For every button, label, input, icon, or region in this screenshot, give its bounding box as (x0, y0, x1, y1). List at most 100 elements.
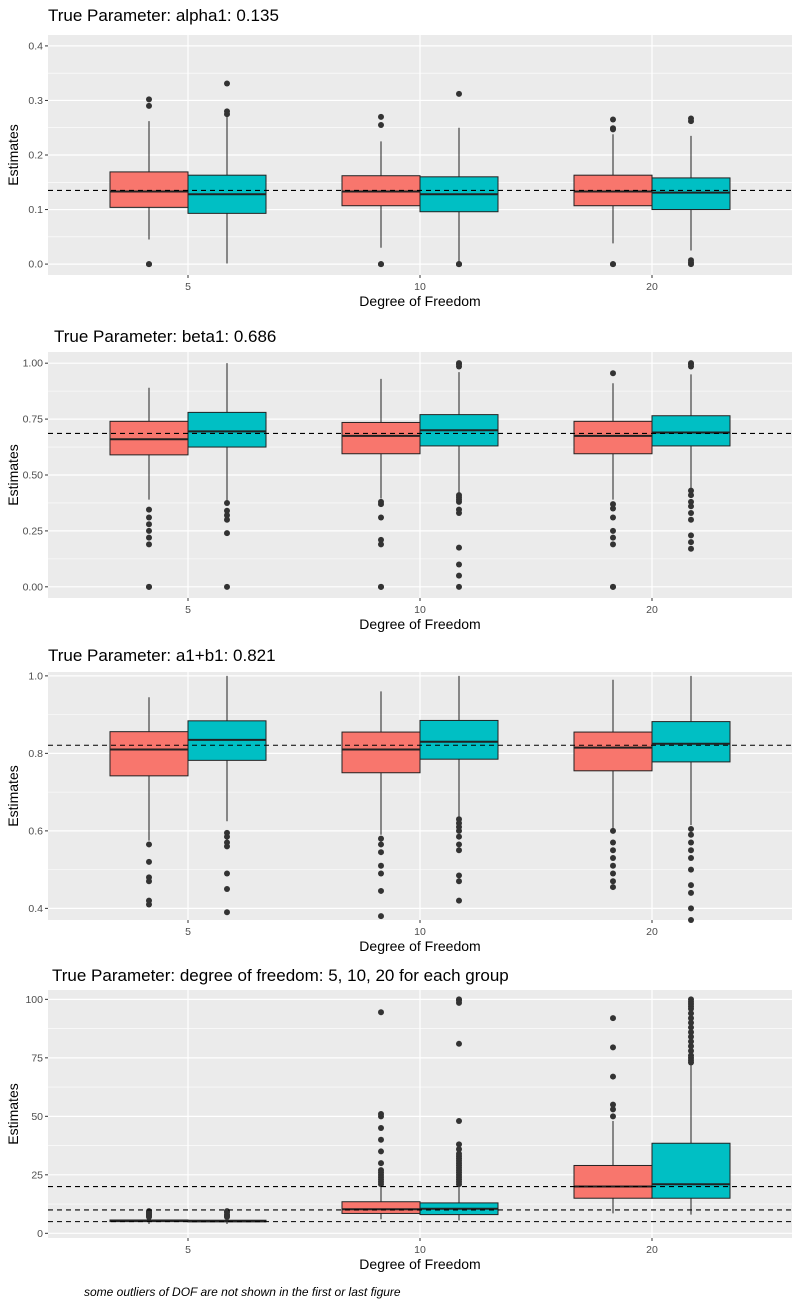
y-tick-label: 0.4 (28, 903, 43, 915)
outlier-point (610, 855, 616, 861)
outlier-point (378, 1111, 384, 1117)
x-tick-label: 5 (185, 1244, 191, 1256)
outlier-point (688, 510, 694, 517)
outlier-point (146, 1208, 152, 1215)
outlier-point (456, 1150, 462, 1157)
outlier-point (688, 825, 694, 832)
outlier-point (688, 1029, 694, 1036)
outlier-point (224, 1208, 230, 1215)
chart-title: True Parameter: a1+b1: 0.821 (48, 646, 276, 665)
y-tick-label: 0.4 (28, 40, 43, 52)
outlier-point (456, 360, 462, 367)
outlier-point (378, 870, 384, 877)
outlier-point (224, 909, 230, 916)
x-axis-title: Degree of Freedom (359, 616, 480, 632)
outlier-point (378, 849, 384, 856)
outlier-point (610, 514, 616, 521)
outlier-point (378, 541, 384, 548)
box-5-series-2 (187, 363, 267, 590)
box-5-series-1 (109, 387, 189, 590)
outlier-point (610, 583, 616, 590)
outlier-point (610, 1015, 616, 1022)
outlier-point (688, 115, 694, 122)
y-tick-label: 0.6 (28, 825, 43, 837)
outlier-point (378, 913, 384, 920)
outlier-point (224, 583, 230, 590)
x-tick-label: 10 (414, 926, 426, 938)
box-iqr (341, 1201, 421, 1214)
box-10-series-2 (419, 90, 499, 268)
box-iqr (341, 731, 421, 774)
outlier-point (688, 996, 694, 1003)
outlier-point (688, 889, 694, 896)
box-10-series-1 (341, 378, 421, 590)
y-tick-label: 0.50 (23, 470, 44, 482)
outlier-point (688, 503, 694, 510)
outlier-point (456, 1141, 462, 1148)
y-tick-label: 0.8 (28, 748, 43, 760)
outlier-point (610, 541, 616, 548)
outlier-point (456, 1040, 462, 1047)
outlier-point (146, 858, 152, 865)
outlier-point (688, 539, 694, 546)
box-10-series-2 (419, 675, 499, 904)
outlier-point (456, 261, 462, 268)
y-tick-label: 75 (31, 1052, 43, 1064)
box-5-series-2 (187, 80, 267, 264)
outlier-point (688, 516, 694, 523)
box-iqr (573, 1164, 653, 1199)
box-iqr (109, 171, 189, 208)
outlier-point (224, 507, 230, 514)
outlier-point (378, 862, 384, 869)
outlier-point (688, 847, 694, 854)
box-iqr (341, 421, 421, 455)
outlier-point (610, 501, 616, 508)
box-iqr (109, 420, 189, 456)
outlier-point (610, 505, 616, 512)
box-iqr (573, 731, 653, 772)
outlier-point (378, 1125, 384, 1132)
outlier-point (456, 90, 462, 97)
outlier-point (146, 583, 152, 590)
outlier-point (610, 878, 616, 885)
box-iqr (419, 719, 499, 760)
outlier-point (688, 855, 694, 861)
outlier-point (146, 506, 152, 513)
x-tick-label: 20 (646, 281, 658, 293)
outlier-point (378, 514, 384, 521)
outlier-point (456, 841, 462, 848)
x-axis-title: Degree of Freedom (359, 293, 480, 309)
y-tick-label: 0.2 (28, 150, 43, 162)
outlier-point (378, 1148, 384, 1155)
y-tick-label: 0.75 (23, 414, 44, 426)
chart-title: True Parameter: degree of freedom: 5, 10… (52, 966, 509, 985)
outlier-point (456, 572, 462, 579)
outlier-point (224, 512, 230, 519)
box-10-series-2 (419, 996, 499, 1221)
outlier-point (224, 839, 230, 846)
y-tick-label: 0.00 (23, 581, 44, 593)
x-axis-title: Degree of Freedom (359, 1256, 480, 1272)
outlier-point (610, 827, 616, 834)
outlier-point (688, 1052, 694, 1059)
outlier-point (456, 1146, 462, 1153)
outlier-point (146, 514, 152, 521)
outlier-point (688, 360, 694, 367)
outlier-point (378, 1160, 384, 1167)
y-tick-label: 0.3 (28, 95, 43, 107)
outlier-point (378, 841, 384, 848)
outlier-point (688, 487, 694, 494)
box-iqr (651, 415, 731, 447)
outlier-point (378, 835, 384, 842)
y-tick-label: 50 (31, 1111, 43, 1123)
outlier-point (378, 583, 384, 590)
x-tick-label: 10 (414, 604, 426, 616)
outlier-point (688, 1033, 694, 1040)
box-iqr (573, 420, 653, 455)
x-tick-label: 10 (414, 1244, 426, 1256)
outlier-point (146, 874, 152, 881)
outlier-point (456, 1118, 462, 1125)
outlier-point (378, 1136, 384, 1143)
box-10-series-1 (341, 691, 421, 920)
outlier-point (456, 833, 462, 840)
